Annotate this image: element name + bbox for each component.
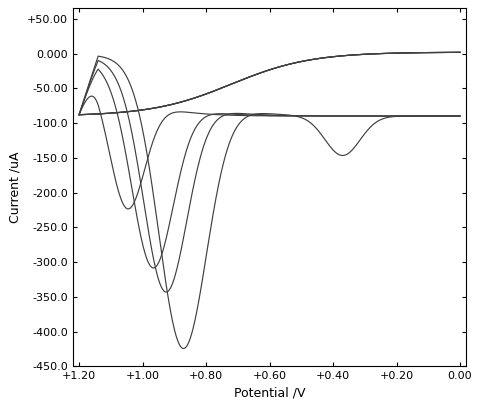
Y-axis label: Current /uA: Current /uA — [8, 151, 21, 223]
X-axis label: Potential /V: Potential /V — [233, 387, 305, 400]
